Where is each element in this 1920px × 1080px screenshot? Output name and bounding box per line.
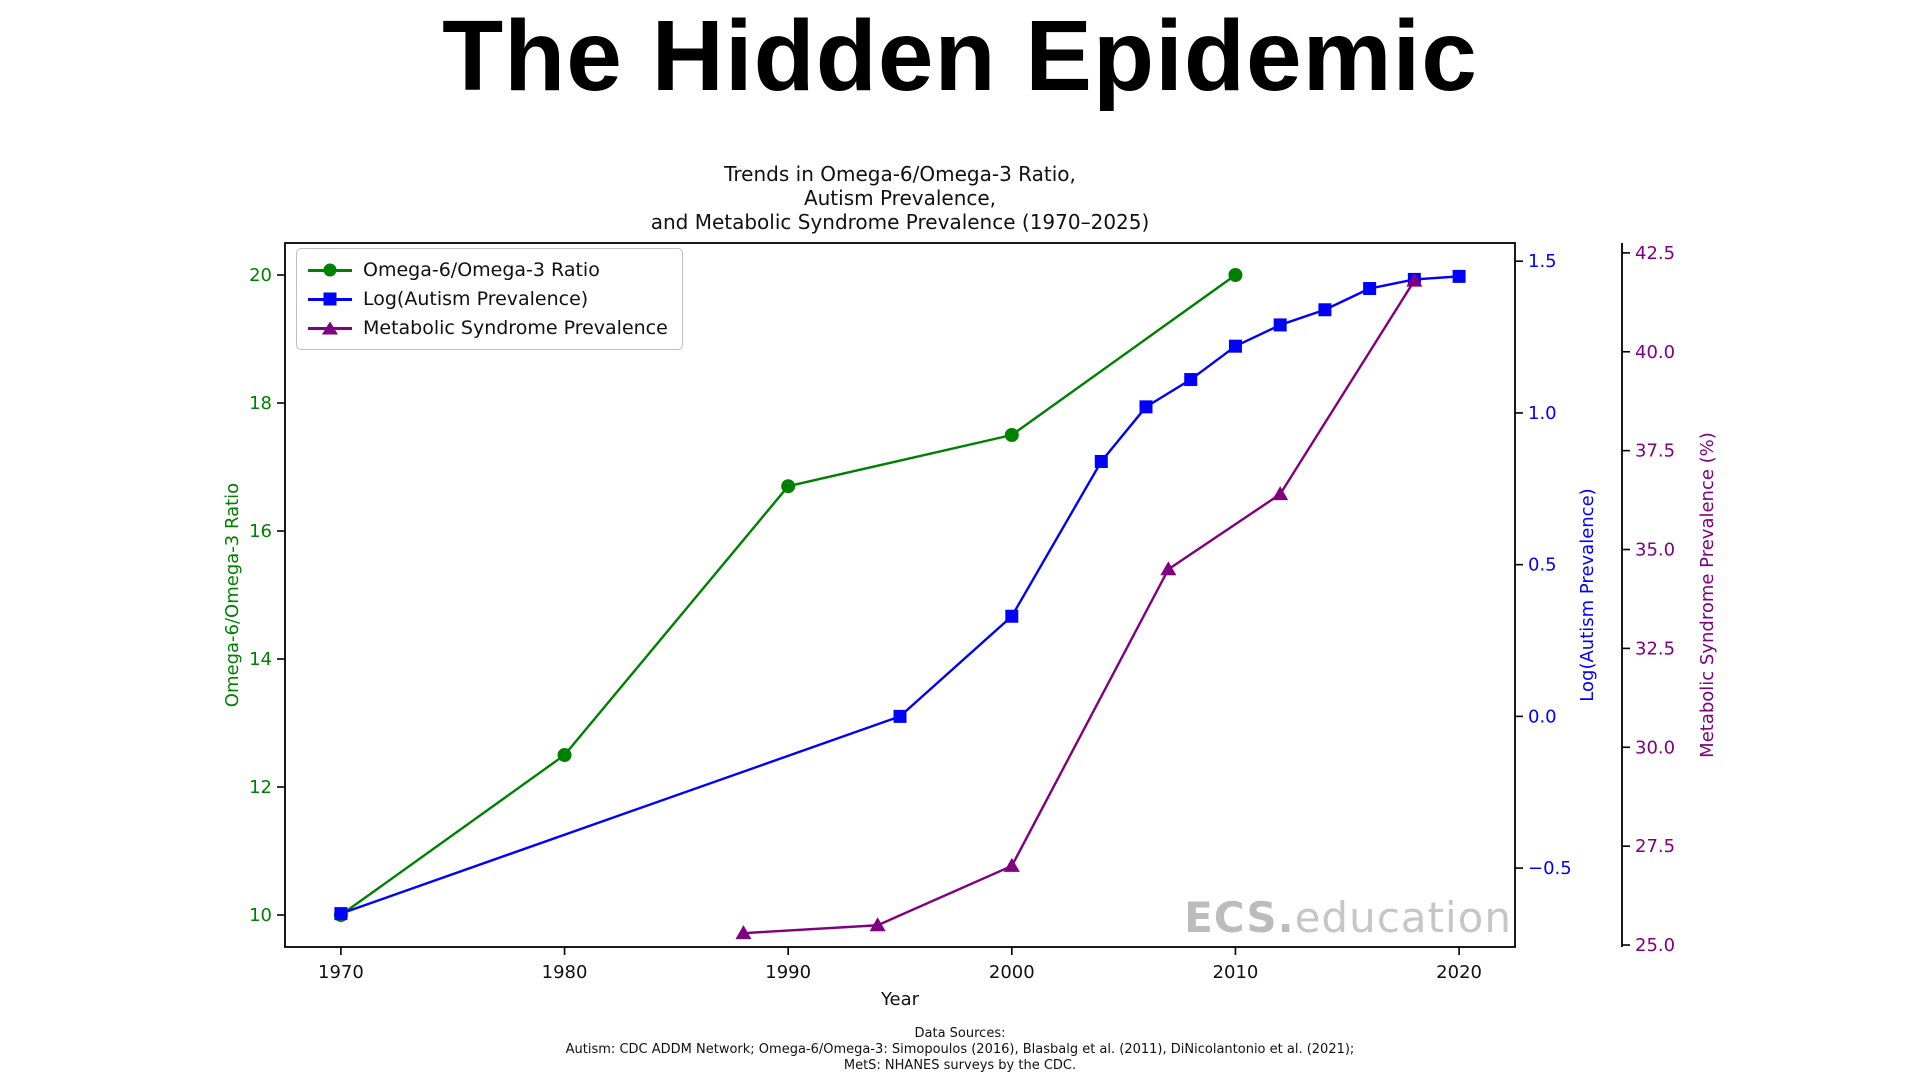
- data-point-triangle: [1003, 857, 1020, 872]
- data-point-triangle: [1406, 272, 1423, 287]
- autism-line-marker-icon: [308, 289, 352, 309]
- left-axis-title: Omega-6/Omega-3 Ratio: [222, 483, 243, 707]
- autism-tick-label: 1.5: [1528, 251, 1557, 272]
- axes-frame: [284, 242, 1516, 948]
- mets-line-marker-icon: [308, 318, 352, 338]
- left-tick-label: 16: [249, 521, 272, 542]
- mets-tick-label: 40.0: [1635, 342, 1675, 363]
- data-point-circle: [557, 748, 572, 762]
- data-point-circle: [1228, 268, 1243, 282]
- data-point-triangle: [735, 925, 752, 940]
- data-point-circle: [781, 479, 796, 494]
- data-point-triangle: [1272, 486, 1289, 501]
- legend-label: Log(Autism Prevalence): [363, 288, 589, 310]
- data-point-square: [1318, 303, 1332, 317]
- watermark-bold: ECS.: [1184, 893, 1295, 942]
- data-point-square: [1005, 609, 1019, 623]
- autism-tick-label: 0.0: [1528, 706, 1557, 727]
- x-tick-label: 2000: [989, 962, 1035, 983]
- autism-tick-label: 1.0: [1528, 403, 1557, 424]
- watermark: ECS.education: [0, 897, 1512, 939]
- left-tick-label: 10: [249, 905, 272, 926]
- watermark-light: education: [1294, 893, 1512, 942]
- mets-tick-label: 30.0: [1635, 737, 1675, 758]
- x-tick-label: 1990: [765, 962, 811, 983]
- data-point-square: [1452, 269, 1466, 283]
- mets-tick-label: 37.5: [1635, 441, 1675, 462]
- mets-tick-label: 25.0: [1635, 935, 1675, 956]
- left-tick-label: 12: [249, 777, 272, 798]
- data-point-square: [1228, 339, 1242, 353]
- legend-label: Omega-6/Omega-3 Ratio: [363, 259, 600, 281]
- data-point-square: [1363, 282, 1377, 296]
- page-title: The Hidden Epidemic: [442, 0, 1478, 112]
- data-point-square: [1094, 454, 1108, 468]
- data-point-square: [334, 907, 348, 921]
- omega-ratio-line-marker-icon: [308, 260, 352, 280]
- left-tick-label: 18: [249, 393, 272, 414]
- mets-tick-label: 27.5: [1635, 836, 1675, 857]
- metabolic-syndrome-prevalence-line: [743, 279, 1416, 935]
- data-point-square: [1139, 400, 1153, 414]
- data-point-triangle: [869, 917, 886, 932]
- autism-tick-label: 0.5: [1528, 555, 1557, 576]
- x-tick-label: 1970: [318, 962, 364, 983]
- legend: Omega-6/Omega-3 Ratio Log(Autism Prevale…: [296, 248, 683, 350]
- chart-subtitle: Trends in Omega-6/Omega-3 Ratio, Autism …: [650, 162, 1150, 234]
- left-tick-label: 14: [249, 649, 272, 670]
- data-point-square: [1273, 318, 1287, 332]
- log-autism-prevalence--line: [340, 275, 1460, 915]
- mets-tick-label: 42.5: [1635, 243, 1675, 264]
- mets-tick-label: 32.5: [1635, 638, 1675, 659]
- mets-axis-title: Metabolic Syndrome Prevalence (%): [1697, 432, 1718, 758]
- data-point-square: [893, 709, 907, 723]
- x-axis-title: Year: [880, 989, 920, 1010]
- legend-label: Metabolic Syndrome Prevalence: [363, 317, 668, 339]
- data-point-square: [1184, 373, 1198, 387]
- autism-tick-label: −0.5: [1528, 858, 1572, 879]
- data-sources-note: Data Sources: Autism: CDC ADDM Network; …: [565, 1026, 1355, 1073]
- legend-item-autism: Log(Autism Prevalence): [308, 287, 668, 311]
- data-point-circle: [1004, 428, 1019, 442]
- x-tick-label: 2020: [1436, 962, 1482, 983]
- omega-6-omega-3-ratio-line: [340, 274, 1237, 916]
- mets-tick-label: 35.0: [1635, 540, 1675, 561]
- data-point-triangle: [1160, 561, 1177, 576]
- legend-item-mets: Metabolic Syndrome Prevalence: [308, 316, 668, 340]
- x-tick-label: 1980: [542, 962, 588, 983]
- left-tick-label: 20: [249, 265, 272, 286]
- legend-item-omega-ratio: Omega-6/Omega-3 Ratio: [308, 258, 668, 282]
- autism-axis-title: Log(Autism Prevalence): [1577, 488, 1598, 701]
- x-tick-label: 2010: [1213, 962, 1259, 983]
